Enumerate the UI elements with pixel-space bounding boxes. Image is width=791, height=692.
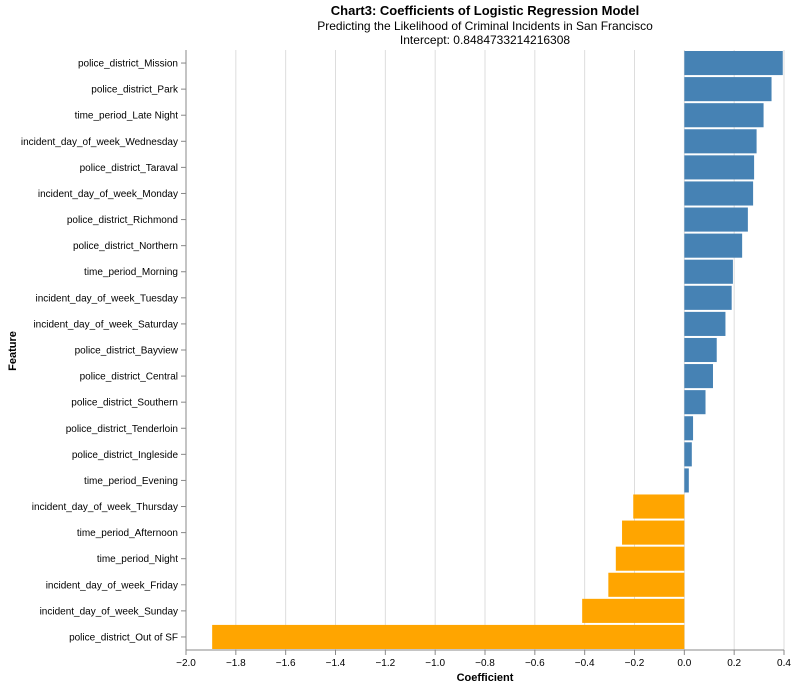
bar bbox=[608, 572, 685, 597]
y-tick-label: incident_day_of_week_Saturday bbox=[33, 319, 178, 330]
y-tick-label: police_district_Out of SF bbox=[69, 632, 178, 643]
y-tick-label: police_district_Central bbox=[80, 372, 178, 383]
bar bbox=[684, 285, 732, 310]
bar bbox=[684, 51, 783, 76]
x-tick-label: −0.2 bbox=[625, 658, 645, 669]
y-tick-label: police_district_Northern bbox=[73, 241, 178, 252]
bar bbox=[684, 233, 743, 258]
bar bbox=[684, 442, 692, 467]
x-tick-label: −1.6 bbox=[276, 658, 296, 669]
y-tick-label: incident_day_of_week_Friday bbox=[46, 580, 178, 591]
y-tick-label: police_district_Ingleside bbox=[72, 450, 179, 461]
y-tick-label: police_district_Southern bbox=[71, 398, 178, 409]
x-tick-label: −0.8 bbox=[475, 658, 495, 669]
y-tick-label: time_period_Night bbox=[97, 554, 178, 565]
x-tick-label: −0.6 bbox=[525, 658, 545, 669]
bar bbox=[622, 520, 685, 545]
x-tick-label: −1.4 bbox=[326, 658, 346, 669]
y-tick-label: police_district_Tenderloin bbox=[66, 424, 178, 435]
y-tick-label: time_period_Morning bbox=[84, 267, 178, 278]
y-tick-label: incident_day_of_week_Sunday bbox=[40, 606, 178, 617]
bars bbox=[212, 51, 783, 649]
y-tick-label: incident_day_of_week_Thursday bbox=[32, 502, 178, 513]
bar bbox=[684, 390, 706, 415]
x-axis-title: Coefficient bbox=[457, 672, 514, 684]
x-tick-label: 0.4 bbox=[777, 658, 791, 669]
chart-subtitle-line-2: Intercept: 0.8484733214216308 bbox=[400, 33, 570, 47]
bar bbox=[684, 259, 733, 284]
y-axis: police_district_Mission police_district_P… bbox=[21, 50, 187, 650]
y-tick-label: police_district_Richmond bbox=[67, 215, 178, 226]
bar bbox=[212, 624, 685, 649]
x-tick-label: −2.0 bbox=[176, 658, 196, 669]
y-tick-label: time_period_Late Night bbox=[75, 111, 179, 122]
x-axis: −2.0 −1.8 −1.6 −1.4 −1.2 −1.0 −0.8 −0.6 −0.4 −0.2… bbox=[176, 649, 791, 669]
bar bbox=[582, 598, 685, 623]
y-axis-title: Feature bbox=[7, 331, 19, 371]
x-tick-label: 0.2 bbox=[727, 658, 741, 669]
x-tick-label: −1.0 bbox=[425, 658, 445, 669]
bar bbox=[684, 155, 755, 180]
y-tick-label: police_district_Bayview bbox=[75, 346, 179, 357]
bar bbox=[633, 494, 685, 519]
bar bbox=[684, 129, 757, 154]
x-tick-label: −1.2 bbox=[375, 658, 395, 669]
bar bbox=[684, 364, 713, 389]
bar bbox=[684, 207, 748, 232]
x-tick-label: 0.0 bbox=[677, 658, 691, 669]
chart-subtitle-line-1: Predicting the Likelihood of Criminal In… bbox=[317, 19, 653, 33]
bar bbox=[684, 77, 772, 102]
y-tick-label: time_period_Evening bbox=[84, 476, 178, 487]
bar bbox=[684, 337, 717, 363]
x-tick-label: −0.4 bbox=[575, 658, 595, 669]
y-tick-label: incident_day_of_week_Monday bbox=[38, 189, 178, 200]
bar bbox=[684, 103, 764, 128]
y-tick-label: police_district_Park bbox=[91, 85, 179, 96]
x-tick-label: −1.8 bbox=[226, 658, 246, 669]
bar bbox=[684, 181, 754, 206]
chart-title: Chart3: Coefficients of Logistic Regress… bbox=[331, 3, 639, 18]
y-tick-label: police_district_Mission bbox=[78, 59, 178, 70]
y-tick-label: police_district_Taraval bbox=[80, 163, 178, 174]
bar bbox=[684, 468, 689, 493]
y-tick-label: incident_day_of_week_Tuesday bbox=[35, 293, 178, 304]
y-tick-label: incident_day_of_week_Wednesday bbox=[21, 137, 178, 148]
bar bbox=[684, 416, 694, 441]
y-tick-label: time_period_Afternoon bbox=[77, 528, 178, 539]
bar bbox=[684, 311, 726, 336]
bar bbox=[615, 546, 685, 571]
